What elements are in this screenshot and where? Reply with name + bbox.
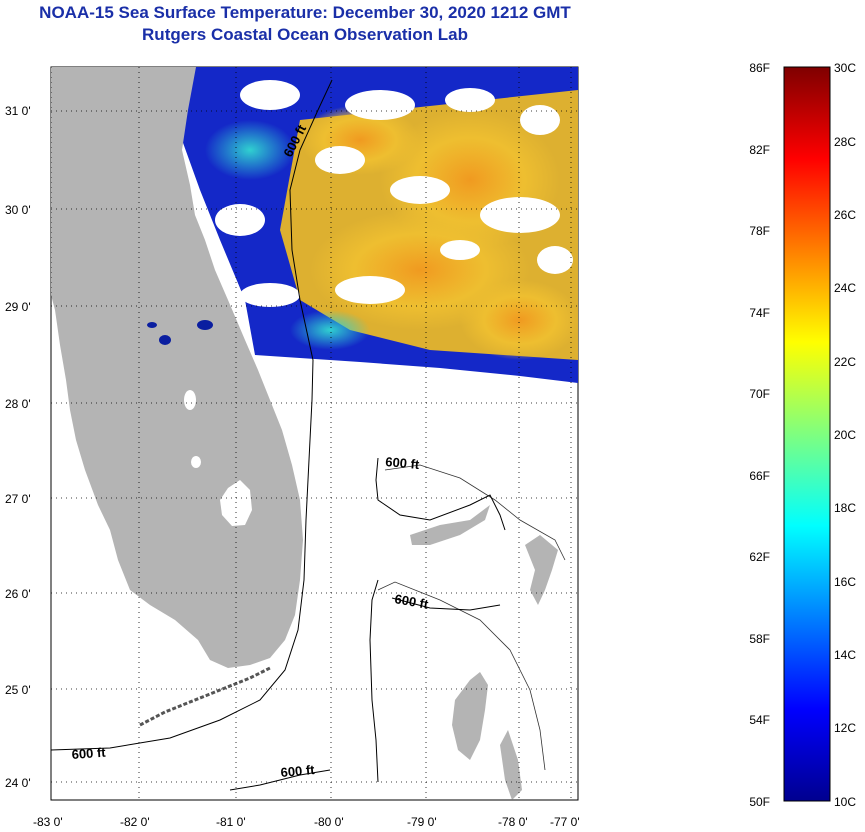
colorbar-f-label: 82F <box>749 143 770 157</box>
lat-label: 27 0' <box>5 492 31 506</box>
lon-label: -80 0' <box>314 815 344 829</box>
contour-label-south: 600 ft <box>280 762 316 780</box>
grand-bahama <box>410 505 490 545</box>
lat-label: 30 0' <box>5 203 31 217</box>
colorbar-c-label: 26C <box>834 208 857 222</box>
lat-label: 29 0' <box>5 300 31 314</box>
lon-label: -82 0' <box>120 815 150 829</box>
florida-keys <box>139 666 271 727</box>
colorbar-f-label: 62F <box>749 550 770 564</box>
contour-label-keys: 600 ft <box>71 745 107 762</box>
colorbar-c-label: 30C <box>834 61 857 75</box>
colorbar-c-label: 12C <box>834 721 857 735</box>
abaco <box>525 535 558 605</box>
lon-label: -83 0' <box>33 815 63 829</box>
colorbar <box>783 66 831 802</box>
latitude-axis: 31 0' 30 0' 29 0' 28 0' 27 0' 26 0' 25 0… <box>5 104 31 790</box>
bathymetry-contours <box>51 79 506 791</box>
graticule <box>50 67 578 800</box>
chart-title: NOAA-15 Sea Surface Temperature: Decembe… <box>39 3 571 22</box>
colorbar-f-label: 66F <box>749 469 770 483</box>
colorbar-f-label: 74F <box>749 306 770 320</box>
colorbar-c-label: 18C <box>834 501 857 515</box>
lon-label: -79 0' <box>407 815 437 829</box>
chart-subtitle: Rutgers Coastal Ocean Observation Lab <box>142 25 468 44</box>
lon-label: -81 0' <box>216 815 246 829</box>
colorbar-f-label: 54F <box>749 713 770 727</box>
lat-label: 24 0' <box>5 776 31 790</box>
colorbar-c-label: 10C <box>834 795 857 809</box>
colorbar-f-label: 70F <box>749 387 770 401</box>
colorbar-f-label: 86F <box>749 61 770 75</box>
colorbar-c-label: 24C <box>834 281 857 295</box>
lon-label: -78 0' <box>498 815 528 829</box>
contour-label-bahamas-south: 600 ft <box>393 591 430 612</box>
colorbar-c-label: 28C <box>834 135 857 149</box>
colorbar-f-label: 50F <box>749 795 770 809</box>
colorbar-c-label: 22C <box>834 355 857 369</box>
contour-label-bahamas-north: 600 ft <box>385 454 421 472</box>
exuma-eleuthera <box>500 730 522 800</box>
lat-label: 31 0' <box>5 104 31 118</box>
colorbar-f-label: 58F <box>749 632 770 646</box>
colorbar-f-label: 78F <box>749 224 770 238</box>
colorbar-c-label: 16C <box>834 575 857 589</box>
colorbar-c-label: 14C <box>834 648 857 662</box>
lat-label: 26 0' <box>5 587 31 601</box>
andros <box>452 672 488 760</box>
lon-label: -77 0' <box>550 815 580 829</box>
longitude-axis: -83 0' -82 0' -81 0' -80 0' -79 0' -78 0… <box>33 815 580 829</box>
lat-label: 28 0' <box>5 397 31 411</box>
colorbar-c-label: 20C <box>834 428 857 442</box>
sst-swath <box>182 67 578 383</box>
lat-label: 25 0' <box>5 683 31 697</box>
bahama-banks-outline <box>377 464 566 771</box>
